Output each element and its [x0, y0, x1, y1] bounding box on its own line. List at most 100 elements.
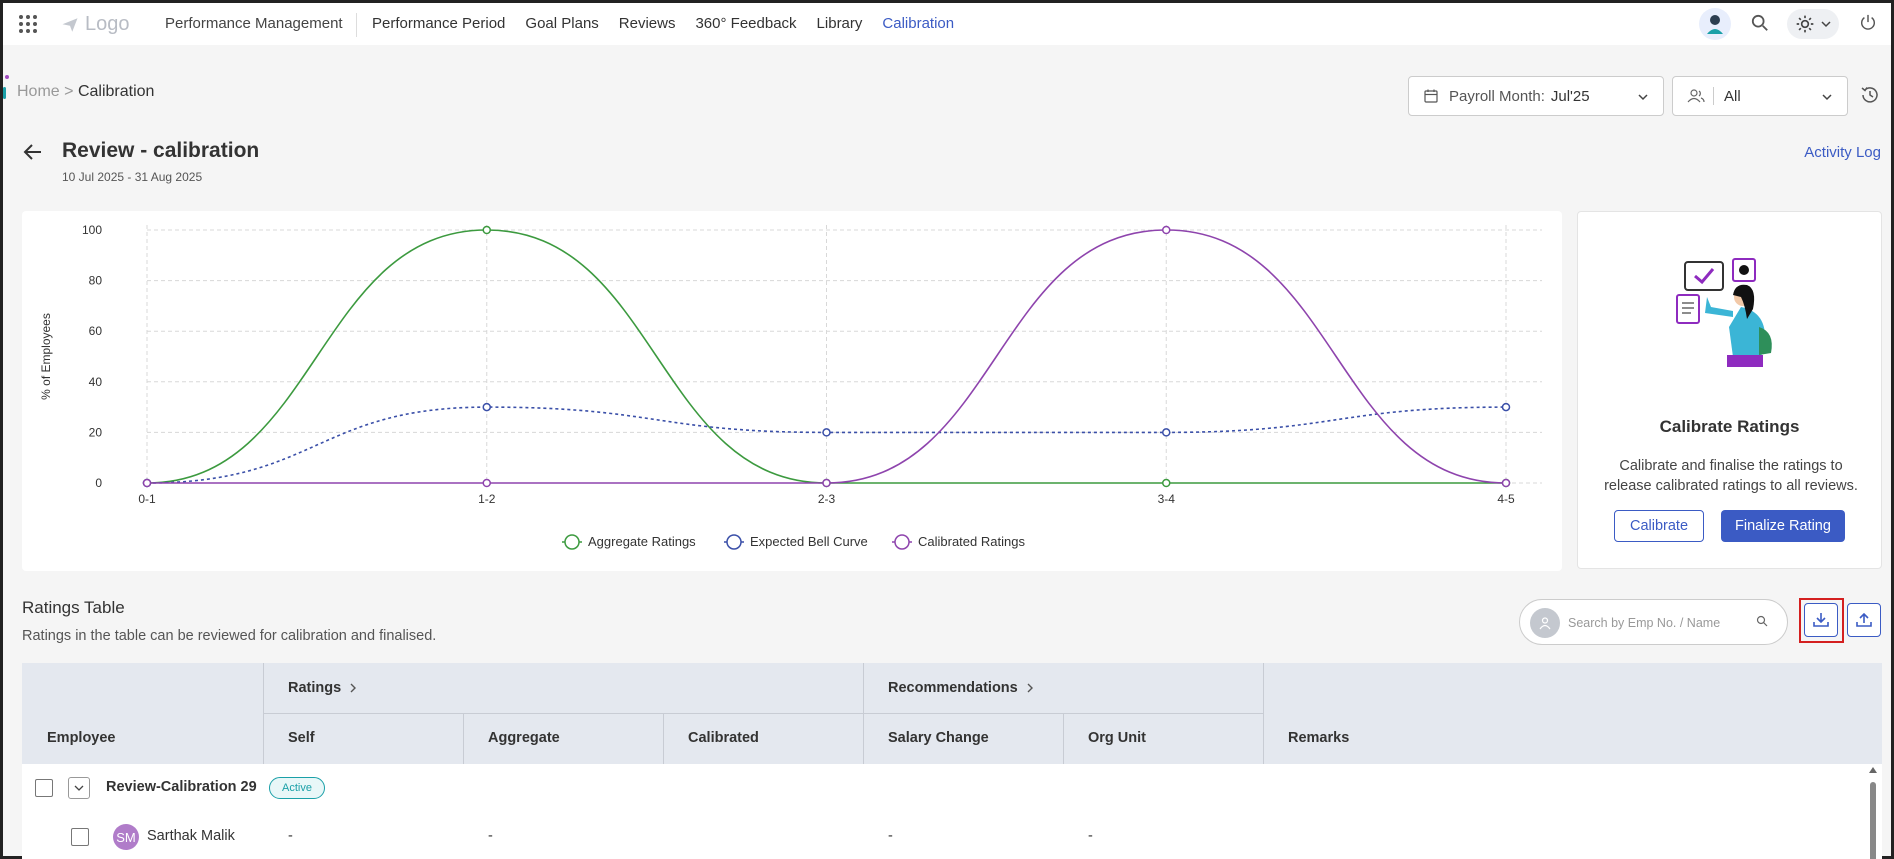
legend-marker-0 — [564, 534, 580, 550]
back-arrow-icon[interactable] — [23, 143, 43, 166]
employee-group-select[interactable]: All — [1672, 76, 1848, 116]
calibrate-ratings-title: Calibrate Ratings — [1659, 417, 1800, 436]
upload-icon — [1856, 612, 1872, 627]
employee-search[interactable] — [1519, 599, 1788, 645]
y-axis-label: % of Employees — [39, 313, 53, 400]
expand-group-button[interactable] — [68, 777, 90, 799]
ratings-table: Ratings Recommendations Employee Self Ag… — [22, 663, 1882, 859]
chevron-down-icon — [74, 785, 84, 791]
col-divider — [1063, 713, 1064, 764]
select-divider — [1713, 87, 1714, 105]
data-point-2 — [1162, 225, 1171, 235]
logo[interactable]: Logo — [61, 13, 130, 36]
calibrate-ratings-card: Calibrate Ratings Calibrate and finalise… — [1577, 211, 1882, 569]
recommendations-group-label: Recommendations — [888, 680, 1018, 696]
row-divider — [263, 713, 1263, 714]
paper-plane-icon — [62, 17, 78, 32]
legend-marker-1 — [726, 534, 742, 550]
calendar-icon — [1424, 89, 1438, 103]
table-header: Ratings Recommendations Employee Self Ag… — [22, 663, 1882, 764]
payroll-month-select[interactable]: Payroll Month: Jul'25 — [1408, 76, 1664, 116]
nav-link-performance-period[interactable]: Performance Period — [372, 15, 506, 32]
nav-divider — [356, 13, 357, 37]
breadcrumb-dot — [5, 75, 9, 79]
data-point-1 — [482, 402, 491, 412]
upload-button[interactable] — [1847, 603, 1881, 637]
download-highlight-frame — [1799, 598, 1844, 643]
download-icon — [1813, 613, 1829, 627]
logo-text: Logo — [85, 13, 130, 35]
row-checkbox[interactable] — [71, 828, 89, 846]
col-divider — [463, 713, 464, 764]
payroll-month-label: Payroll Month: — [1449, 87, 1545, 105]
nav-product-name[interactable]: Performance Management — [165, 15, 343, 32]
search-icon[interactable] — [1751, 14, 1769, 37]
breadcrumb-current: Calibration — [77, 83, 155, 100]
y-tick-label: 100 — [82, 223, 102, 237]
settings-menu[interactable] — [1787, 9, 1839, 39]
gear-icon — [1796, 15, 1814, 33]
nav-link-goal-plans[interactable]: Goal Plans — [525, 15, 599, 32]
x-tick-label: 1-2 — [478, 492, 496, 506]
col-aggregate: Aggregate — [488, 730, 560, 746]
group-row-checkbox[interactable] — [35, 779, 53, 797]
page-date-range: 10 Jul 2025 - 31 Aug 2025 — [62, 170, 203, 184]
col-salary-change: Salary Change — [888, 730, 989, 746]
download-button[interactable] — [1804, 603, 1838, 637]
y-tick-label: 60 — [89, 324, 103, 338]
user-avatar[interactable] — [1699, 8, 1731, 40]
status-badge: Active — [269, 777, 325, 799]
legend-label-0: Aggregate Ratings — [588, 534, 696, 549]
data-point-2 — [1501, 478, 1511, 488]
x-tick-label: 4-5 — [1497, 492, 1515, 506]
data-point-1 — [1162, 428, 1171, 437]
data-point-2 — [142, 478, 152, 488]
page-title: Review - calibration — [62, 139, 260, 162]
calibrate-ratings-description: Calibrate and finalise the ratings to re… — [1604, 458, 1858, 494]
search-icon[interactable] — [1756, 615, 1768, 627]
nav-link-reviews[interactable]: Reviews — [618, 15, 676, 32]
data-point-0 — [482, 225, 491, 235]
person-icon — [1530, 608, 1560, 638]
x-tick-label: 0-1 — [138, 492, 156, 506]
power-icon[interactable] — [1859, 14, 1877, 37]
nav-link-calibration[interactable]: Calibration — [882, 15, 955, 32]
data-point-0 — [1162, 478, 1171, 488]
ratings-distribution-chart: 0 20 40 60 80 100 0-1 1-2 2-3 3-4 4-5 % of Employee… — [39, 223, 1542, 550]
series-line-2 — [147, 229, 1507, 484]
ratings-group-header[interactable]: Ratings — [288, 680, 357, 696]
nav-link-library[interactable]: Library — [816, 15, 863, 32]
legend-marker-2 — [894, 534, 910, 550]
col-remarks: Remarks — [1288, 730, 1350, 746]
breadcrumb-separator: > — [64, 83, 74, 100]
finalize-rating-button[interactable]: Finalize Rating — [1721, 510, 1845, 542]
history-icon[interactable] — [1860, 85, 1880, 110]
breadcrumb-home[interactable]: Home — [17, 83, 60, 100]
scroll-up-icon — [1869, 767, 1877, 773]
recommendations-group-header[interactable]: Recommendations — [888, 680, 1034, 696]
table-scrollbar[interactable] — [1866, 764, 1880, 859]
activity-log-link[interactable]: Activity Log — [1804, 144, 1881, 161]
search-input[interactable] — [1568, 613, 1748, 633]
breadcrumb: Home > Calibration — [17, 83, 154, 101]
payroll-month-value: Jul'25 — [1550, 87, 1590, 105]
chevron-right-icon — [350, 683, 357, 693]
x-tick-label: 2-3 — [818, 492, 836, 506]
legend-label-1: Expected Bell Curve — [750, 534, 868, 549]
avatar: SM — [113, 824, 139, 850]
ratings-table-title: Ratings Table — [22, 598, 125, 617]
calibration-illustration — [1676, 258, 1772, 367]
x-tick-label: 3-4 — [1158, 492, 1176, 506]
calibrate-button[interactable]: Calibrate — [1614, 510, 1704, 542]
breadcrumb-marker — [3, 87, 6, 99]
employee-group-value: All — [1724, 87, 1741, 105]
chevron-down-icon — [1638, 94, 1648, 101]
employee-name[interactable]: Sarthak Malik — [147, 828, 235, 844]
scroll-thumb[interactable] — [1870, 782, 1876, 859]
col-org-unit: Org Unit — [1088, 730, 1146, 746]
chevron-down-icon — [1822, 94, 1832, 101]
apps-grid-icon[interactable] — [19, 15, 37, 33]
chevron-right-icon — [1027, 683, 1033, 693]
nav-link-360-feedback[interactable]: 360° Feedback — [695, 15, 797, 32]
user-icon — [1707, 15, 1723, 34]
